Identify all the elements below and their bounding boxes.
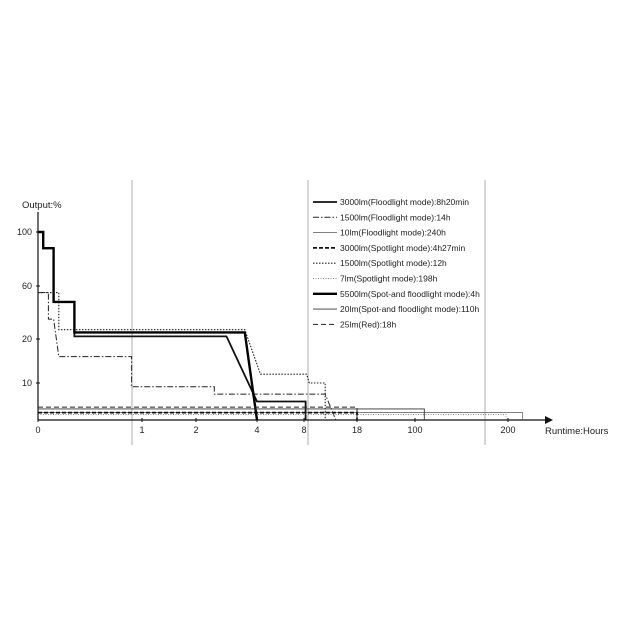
x-tick-label: 100 bbox=[407, 425, 422, 435]
y-tick-labels: 100 60 20 10 bbox=[17, 227, 40, 388]
series-line bbox=[38, 292, 326, 420]
x-tick-label: 0 bbox=[35, 425, 40, 435]
x-axis-label: Runtime:Hours bbox=[545, 426, 609, 437]
x-tick-label: 8 bbox=[301, 425, 306, 435]
y-tick-label: 60 bbox=[22, 281, 32, 291]
legend: 3000lm(Floodlight mode):8h20min 1500lm(Fl… bbox=[313, 197, 480, 329]
x-tick-label: 2 bbox=[193, 425, 198, 435]
series-line bbox=[38, 230, 259, 421]
x-tick-label: 4 bbox=[254, 425, 259, 435]
x-tick-label: 1 bbox=[139, 425, 144, 435]
y-tick-label: 10 bbox=[22, 378, 32, 388]
legend-label: 3000lm(Spotlight mode):4h27min bbox=[340, 243, 465, 253]
x-tick-label: 18 bbox=[352, 425, 362, 435]
series-line bbox=[38, 408, 425, 420]
x-axis-arrow bbox=[545, 416, 553, 424]
legend-label: 10lm(Floodlight mode):240h bbox=[340, 228, 446, 238]
series-line bbox=[38, 411, 358, 420]
series-line bbox=[38, 231, 307, 420]
series-line bbox=[38, 406, 358, 420]
y-axis-label: Output:% bbox=[22, 200, 62, 211]
series-lines bbox=[38, 230, 524, 421]
legend-label: 20lm(Spot-and floodlight mode):110h bbox=[340, 304, 480, 314]
legend-label: 7lm(Spotlight mode):198h bbox=[340, 274, 438, 284]
legend-label: 3000lm(Floodlight mode):8h20min bbox=[340, 197, 469, 207]
legend-label: 1500lm(Floodlight mode):14h bbox=[340, 212, 451, 222]
legend-label: 25lm(Red):18h bbox=[340, 319, 396, 329]
legend-label: 1500lm(Spotlight mode):12h bbox=[340, 258, 447, 268]
x-tick-label: 200 bbox=[500, 425, 515, 435]
series-line bbox=[38, 414, 507, 420]
series-line bbox=[38, 412, 524, 420]
series-line bbox=[38, 292, 337, 421]
legend-label: 5500lm(Spot-and floodlight mode):4h bbox=[340, 289, 480, 299]
y-tick-label: 100 bbox=[17, 227, 32, 237]
y-tick-label: 20 bbox=[22, 334, 32, 344]
